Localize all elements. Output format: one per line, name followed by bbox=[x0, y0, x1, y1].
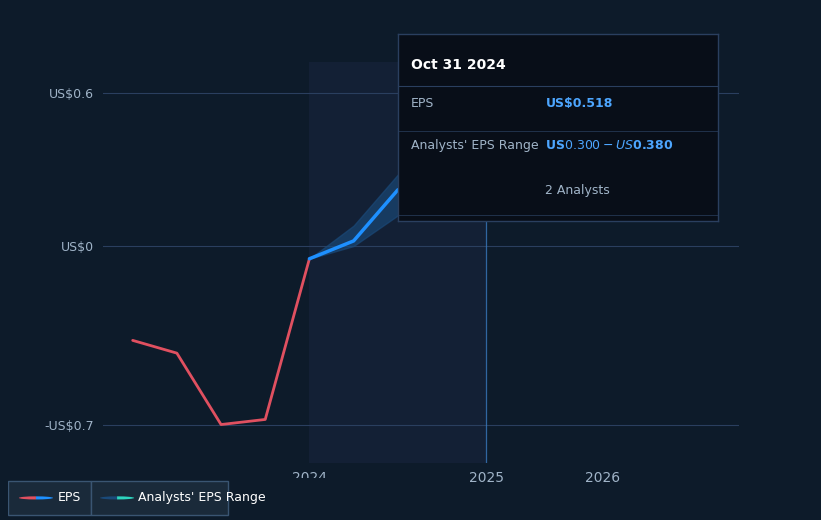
Text: EPS: EPS bbox=[57, 491, 80, 504]
FancyBboxPatch shape bbox=[91, 481, 228, 515]
Wedge shape bbox=[117, 496, 134, 499]
Point bbox=[479, 110, 493, 118]
Text: 2 Analysts: 2 Analysts bbox=[545, 184, 610, 197]
Text: Analysts Forecasts: Analysts Forecasts bbox=[500, 88, 617, 101]
Text: Oct 31 2024: Oct 31 2024 bbox=[411, 58, 506, 72]
Text: Analysts' EPS Range: Analysts' EPS Range bbox=[139, 491, 266, 504]
Wedge shape bbox=[100, 496, 117, 499]
Wedge shape bbox=[36, 496, 53, 499]
Bar bbox=[310, 62, 486, 463]
Text: US$0.518: US$0.518 bbox=[545, 97, 612, 110]
Point bbox=[596, 106, 609, 114]
Wedge shape bbox=[19, 496, 36, 499]
Text: EPS: EPS bbox=[411, 97, 434, 110]
FancyBboxPatch shape bbox=[8, 481, 91, 515]
Point bbox=[479, 145, 493, 153]
Point bbox=[700, 103, 713, 112]
Text: Analysts' EPS Range: Analysts' EPS Range bbox=[411, 139, 539, 152]
Text: Actual: Actual bbox=[420, 88, 465, 101]
Point bbox=[479, 165, 493, 174]
Text: US$0.300 - US$0.380: US$0.300 - US$0.380 bbox=[545, 139, 674, 152]
